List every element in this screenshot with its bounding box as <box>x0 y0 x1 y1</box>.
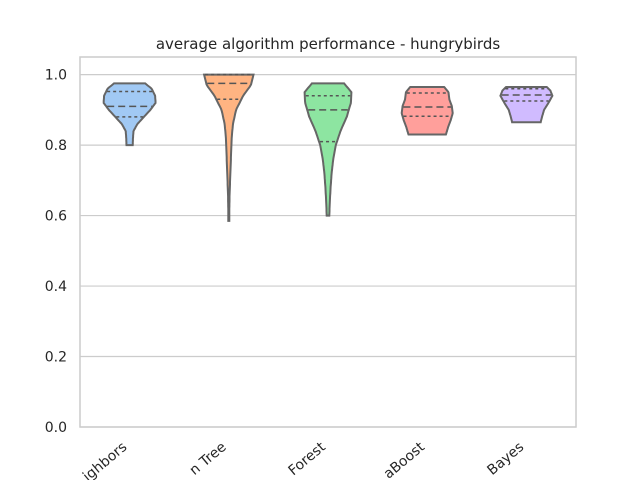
y-tick-label: 1.0 <box>45 68 67 84</box>
x-tick-label: Forest <box>286 439 330 479</box>
chart-title: average algorithm performance - hungrybi… <box>156 35 501 53</box>
plot-frame <box>79 56 577 428</box>
violin-body <box>202 73 255 222</box>
y-tick-label: 0.6 <box>45 209 67 225</box>
y-tick-label: 0.8 <box>45 138 67 154</box>
x-tick-label: n Tree <box>187 439 230 479</box>
violin-group <box>400 86 454 136</box>
y-tick-label: 0.0 <box>45 420 67 436</box>
x-tick-label: ighbors <box>80 439 130 480</box>
violin-body <box>303 82 353 217</box>
x-tick-label: Bayes <box>484 439 527 479</box>
violin-group <box>499 86 554 124</box>
violins <box>102 73 554 222</box>
y-tick-label: 0.2 <box>45 350 67 366</box>
x-tick-labels: ighbors n Tree Forest aBoost Bayes <box>80 439 527 480</box>
y-tick-labels: 0.0 0.2 0.4 0.6 0.8 1.0 <box>45 68 67 436</box>
violin-body <box>499 86 554 124</box>
violin-group <box>202 73 255 222</box>
violin-body <box>102 82 157 147</box>
x-tick-label: aBoost <box>381 439 429 480</box>
violin-body <box>400 86 454 136</box>
y-tick-label: 0.4 <box>45 279 67 295</box>
violin-group <box>102 82 157 147</box>
violin-group <box>303 82 353 217</box>
